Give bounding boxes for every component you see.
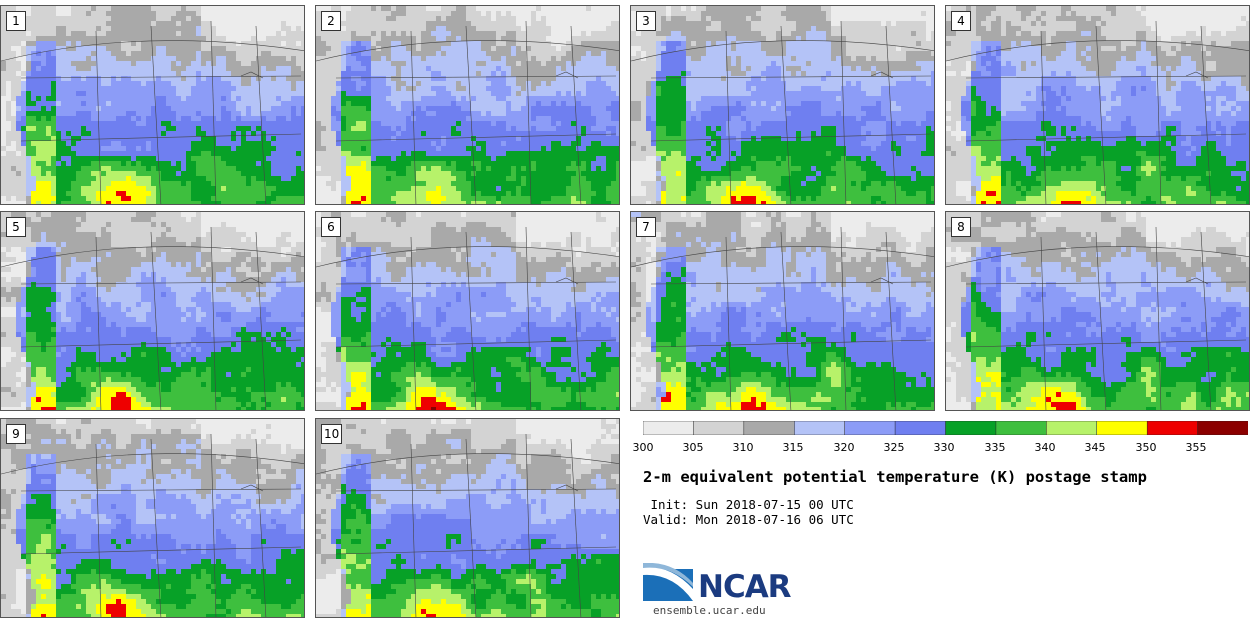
colorbar-swatch (643, 421, 695, 435)
map-panel: 7 (630, 211, 935, 411)
map-image (631, 212, 934, 410)
colorbar-swatch (1096, 421, 1148, 435)
ncar-logo: NCAR ensemble.ucar.edu (643, 563, 793, 618)
panel-number: 10 (321, 424, 343, 444)
colorbar-tick-label: 330 (924, 441, 964, 454)
logo-url: ensemble.ucar.edu (653, 604, 766, 617)
colorbar-tick-label: 345 (1075, 441, 1115, 454)
map-panel: 6 (315, 211, 620, 411)
colorbar-swatch (794, 421, 846, 435)
colorbar-swatch (1197, 421, 1248, 435)
map-image (946, 6, 1249, 204)
colorbar-tick-label: 310 (723, 441, 763, 454)
colorbar-tick-label: 320 (824, 441, 864, 454)
map-image (631, 6, 934, 204)
figure-title: 2-m equivalent potential temperature (K)… (643, 468, 1147, 486)
colorbar (643, 421, 1248, 435)
map-image (1, 419, 304, 617)
colorbar-swatch (894, 421, 947, 435)
panel-number: 7 (636, 217, 656, 237)
colorbar-swatch (1046, 421, 1098, 435)
colorbar-tick-label: 335 (975, 441, 1015, 454)
panel-number: 1 (6, 11, 26, 31)
map-panel: 10 (315, 418, 620, 618)
panel-number: 6 (321, 217, 341, 237)
map-panel: 8 (945, 211, 1250, 411)
colorbar-tick-label: 325 (874, 441, 914, 454)
map-panel: 2 (315, 5, 620, 205)
panel-number: 8 (951, 217, 971, 237)
colorbar-swatch (844, 421, 896, 435)
map-image (316, 419, 619, 617)
colorbar-tick-label: 315 (773, 441, 813, 454)
colorbar-swatch (743, 421, 795, 435)
map-panel: 9 (0, 418, 305, 618)
colorbar-tick-label: 340 (1025, 441, 1065, 454)
map-image (316, 6, 619, 204)
colorbar-tick-label: 355 (1176, 441, 1216, 454)
logo-name: NCAR (698, 569, 792, 605)
colorbar-swatch (945, 421, 997, 435)
panel-number: 5 (6, 217, 26, 237)
valid-time: Valid: Mon 2018-07-16 06 UTC (643, 512, 854, 527)
map-image (316, 212, 619, 410)
panel-number: 2 (321, 11, 341, 31)
init-time: Init: Sun 2018-07-15 00 UTC (643, 497, 854, 512)
colorbar-tick-label: 350 (1126, 441, 1166, 454)
colorbar-tick-label: 305 (673, 441, 713, 454)
colorbar-tick-label: 300 (623, 441, 663, 454)
map-panel: 1 (0, 5, 305, 205)
map-panel: 5 (0, 211, 305, 411)
panel-number: 4 (951, 11, 971, 31)
panel-number: 9 (6, 424, 26, 444)
map-panel: 3 (630, 5, 935, 205)
map-image (1, 212, 304, 410)
ncar-swoosh-icon (643, 563, 693, 601)
colorbar-swatch (1146, 421, 1199, 435)
map-image (946, 212, 1249, 410)
panel-number: 3 (636, 11, 656, 31)
colorbar-swatch (693, 421, 745, 435)
colorbar-swatch (995, 421, 1048, 435)
map-panel: 4 (945, 5, 1250, 205)
map-image (1, 6, 304, 204)
